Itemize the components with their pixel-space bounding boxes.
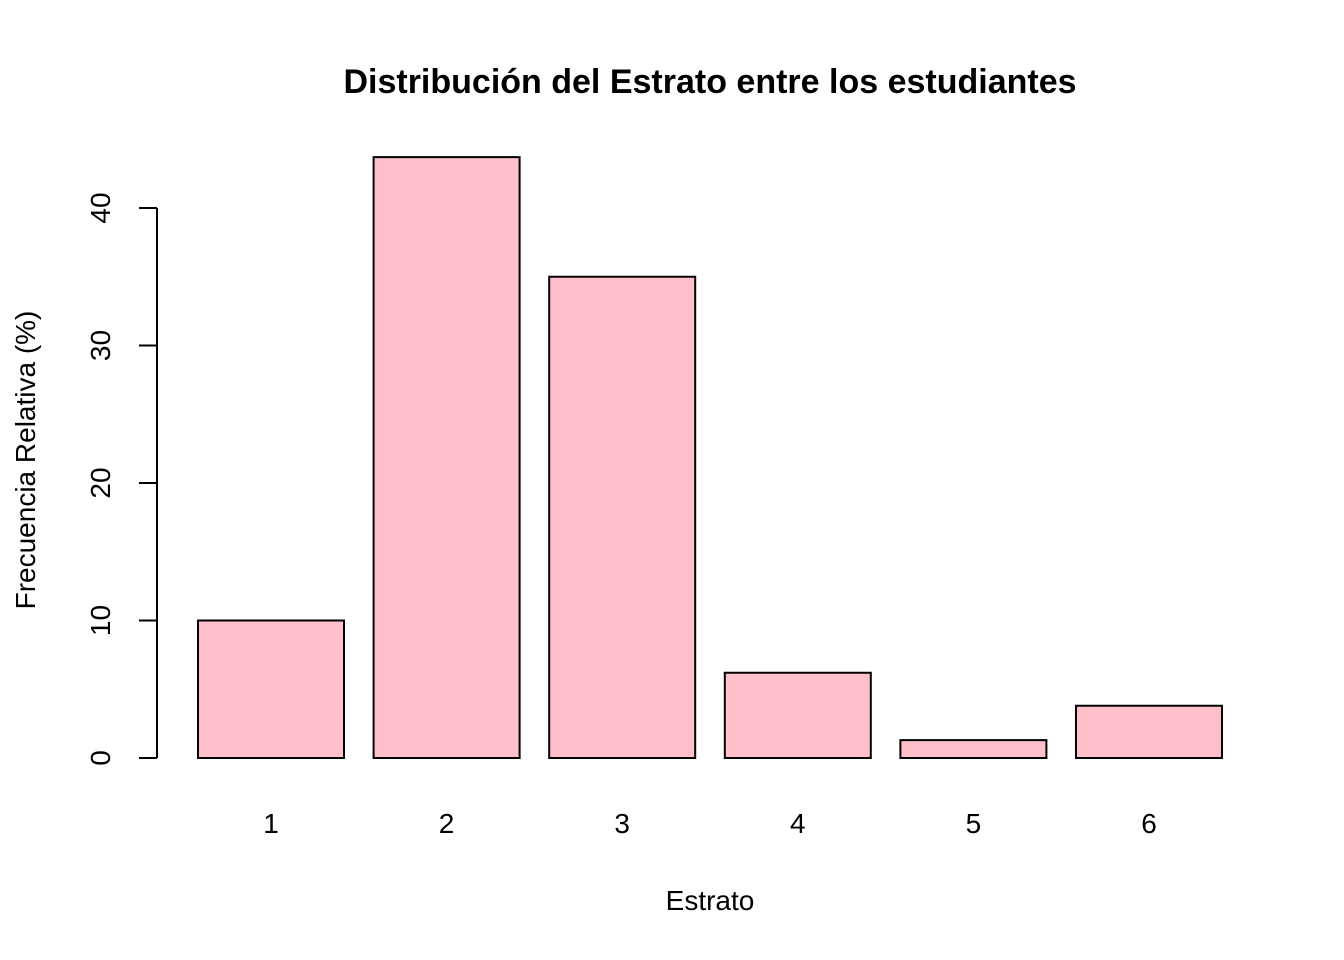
bar-3 (548, 275, 697, 759)
y-tick-label: 0 (85, 750, 116, 766)
y-axis: 0 10 20 30 40 (85, 192, 158, 766)
bar-2 (372, 156, 521, 759)
x-tick-label: 2 (439, 808, 455, 839)
x-tick-label: 1 (263, 808, 279, 839)
bar-5 (899, 739, 1048, 759)
y-tick-label: 40 (85, 192, 116, 223)
y-tick-label: 30 (85, 330, 116, 361)
x-tick-label: 5 (966, 808, 982, 839)
x-tick-labels: 1 2 3 4 5 6 (263, 808, 1157, 839)
y-tick-label: 10 (85, 605, 116, 636)
x-axis-label: Estrato (666, 885, 755, 916)
y-tick-label: 20 (85, 467, 116, 498)
y-axis-label: Frecuencia Relativa (%) (10, 311, 41, 610)
x-tick-label: 3 (614, 808, 630, 839)
bar-6 (1075, 704, 1223, 759)
bars-group (197, 156, 1223, 759)
x-tick-label: 4 (790, 808, 806, 839)
bar-1 (197, 619, 345, 759)
bar-4 (723, 671, 872, 759)
x-tick-label: 6 (1141, 808, 1157, 839)
chart-title: Distribución del Estrato entre los estud… (343, 63, 1076, 101)
